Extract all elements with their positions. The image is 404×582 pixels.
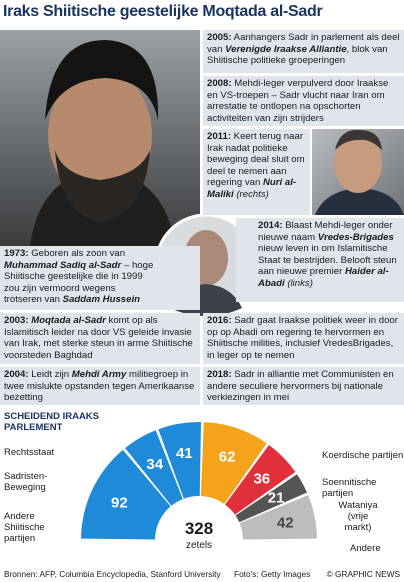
entry-text: Verenigde Iraakse Alliantie bbox=[225, 43, 347, 55]
seat-segment bbox=[235, 474, 308, 523]
sources: Bronnen: AFP, Columbia Encyclopedia, Sta… bbox=[4, 569, 221, 579]
entry-text: militiegroep in twee mislukte opstanden … bbox=[4, 369, 195, 404]
credit: © GRAPHIC NEWS bbox=[326, 569, 400, 579]
entry-text: Haider al-Abadi bbox=[258, 266, 389, 289]
entry-text: (rechts) bbox=[233, 188, 269, 200]
entry-text: Moqtada al-Sadr bbox=[31, 315, 106, 326]
seat-label: 42 bbox=[277, 514, 294, 531]
timeline-entry: 1973: Geboren als zoon van Muhammad Sadi… bbox=[0, 246, 200, 310]
timeline-entry: 2011: Keert terug naar Irak nadat politi… bbox=[203, 129, 310, 215]
seat-segment bbox=[81, 449, 171, 540]
seat-label: 36 bbox=[253, 470, 270, 487]
seat-segment bbox=[200, 422, 267, 504]
sadr-photo bbox=[0, 30, 200, 246]
party-label: Rechtsstaat bbox=[4, 447, 55, 458]
timeline-entry: 2005: Aanhangers Sadr in parlement als d… bbox=[203, 30, 404, 73]
entry-year: 2008: bbox=[207, 78, 232, 89]
party-label: Soennitische partijen bbox=[322, 477, 377, 499]
timeline-entry: 2014: Blaast Mehdi-leger onder nieuwe na… bbox=[236, 218, 404, 302]
seat-label: 62 bbox=[219, 449, 236, 466]
party-label: Andere bbox=[350, 543, 381, 554]
entry-year: 2011: bbox=[207, 131, 232, 142]
party-label: Wataniya (vrije markt) bbox=[338, 500, 378, 533]
entry-year: 2005: bbox=[207, 32, 232, 43]
entry-year: 2018: bbox=[207, 369, 232, 380]
entry-year: 2016: bbox=[207, 315, 232, 326]
entry-text: Mehdi-leger verpulverd door Iraakse en V… bbox=[207, 78, 389, 124]
entry-year: 2014: bbox=[258, 220, 283, 231]
timeline-entry: 2008: Mehdi-leger verpulverd door Iraaks… bbox=[203, 76, 404, 126]
entry-text: nieuw leven in om Islamitische Staat te … bbox=[258, 243, 397, 278]
entry-text: Geboren als zoon van bbox=[28, 248, 126, 259]
entry-year: 1973: bbox=[4, 248, 29, 259]
title: Iraks Shiitische geestelijke Moqtada al-… bbox=[3, 3, 323, 20]
timeline-entry: 2003: Moqtada al-Sadr komt op als Islami… bbox=[0, 313, 200, 364]
entry-text: Nuri al-Maliki bbox=[207, 177, 297, 200]
entry-year: 2004: bbox=[4, 369, 29, 380]
seat-label: 92 bbox=[111, 494, 128, 511]
seat-segment bbox=[158, 422, 201, 499]
seat-label: 34 bbox=[146, 456, 163, 473]
timeline-entry: 2018: Sadr in alliantie met Communisten … bbox=[203, 367, 404, 405]
chart-title: SCHEIDEND IRAAKS PARLEMENT bbox=[4, 411, 100, 433]
total-seats: 328 bbox=[185, 519, 213, 538]
photo-credit: Foto's: Getty Images bbox=[234, 569, 311, 579]
entry-text: Blaast Mehdi-leger onder nieuwe naam bbox=[258, 220, 393, 243]
maliki-photo bbox=[312, 129, 404, 215]
entry-text: Mehdi Army bbox=[71, 369, 127, 380]
entry-text: Leidt zijn bbox=[28, 369, 72, 380]
entry-text: komt op als Islamitisch leider na door V… bbox=[4, 315, 193, 361]
timeline-entry: 2004: Leidt zijn Mehdi Army militiegroep… bbox=[0, 367, 200, 405]
seat-label: 41 bbox=[176, 445, 193, 462]
entry-text: Aanhangers Sadr in parlement als deel va… bbox=[207, 32, 400, 55]
total-unit: zetels bbox=[186, 540, 212, 551]
entry-text: Saddam Hussein bbox=[62, 294, 140, 306]
entry-year: 2003: bbox=[4, 315, 29, 326]
entry-text: – hoge Shiitische geestelijke die in 199… bbox=[4, 259, 154, 306]
entry-text: Sadr in alliantie met Communisten en and… bbox=[207, 369, 394, 404]
entry-text: , blok van Shiitische politieke groeperi… bbox=[207, 43, 388, 67]
entry-text: Keert terug naar Irak nadat politieke be… bbox=[207, 131, 305, 189]
entry-text: Sadr gaat Iraakse politiek weer in door … bbox=[207, 315, 398, 361]
timeline-entry: 2016: Sadr gaat Iraakse politiek weer in… bbox=[203, 313, 404, 364]
seat-segment bbox=[225, 444, 296, 515]
seat-label: 21 bbox=[268, 490, 285, 507]
seat-segment bbox=[239, 495, 317, 540]
party-label: Sadristen-Beweging bbox=[4, 471, 48, 493]
entry-text: (links) bbox=[284, 277, 313, 289]
seat-segment bbox=[125, 430, 183, 506]
party-label: Koerdische partijen bbox=[322, 450, 404, 461]
entry-text: Vredes-Brigades bbox=[317, 231, 394, 243]
entry-text: Muhammad Sadiq al-Sadr bbox=[4, 259, 122, 271]
party-label: Andere Shiitische partijen bbox=[4, 511, 45, 544]
